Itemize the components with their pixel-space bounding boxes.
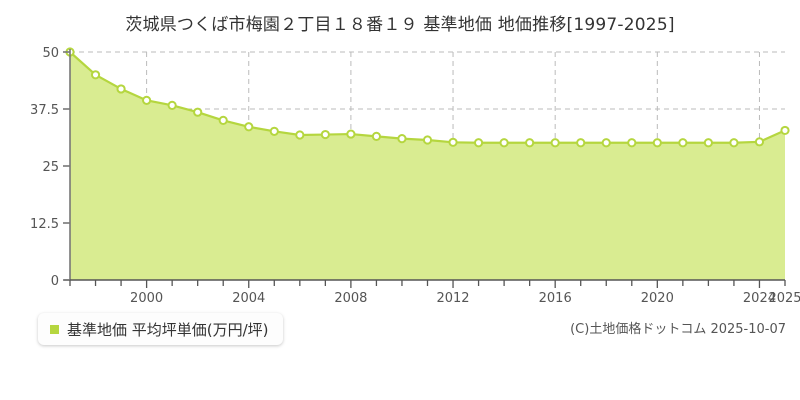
legend-label: 基準地価 平均坪単価(万円/坪) <box>67 320 269 339</box>
series-data-point <box>652 138 662 148</box>
y-axis-tick-label: 0 <box>51 274 59 289</box>
series-data-point <box>167 100 177 110</box>
series-data-point <box>678 138 688 148</box>
y-axis-tick-label: 12.5 <box>30 217 59 232</box>
series-data-point <box>627 138 637 148</box>
x-axis-tick-label: 2000 <box>130 291 163 306</box>
x-axis-tick-label: 2012 <box>436 291 469 306</box>
copyright-credit: (C)土地価格ドットコム 2025-10-07 <box>570 322 786 337</box>
series-data-point <box>371 131 382 141</box>
chart-legend: 基準地価 平均坪単価(万円/坪) <box>38 313 283 345</box>
series-data-point <box>576 138 586 148</box>
series-data-point <box>780 125 790 136</box>
y-axis-tick-label: 37.5 <box>30 103 59 118</box>
series-data-point <box>499 138 509 148</box>
series-data-point <box>295 130 305 140</box>
y-axis-tick-label: 25 <box>42 160 59 175</box>
series-area-fill <box>70 52 785 280</box>
series-data-point <box>754 137 765 147</box>
series-data-point <box>525 138 535 148</box>
x-axis-tick-label: 2008 <box>334 291 367 306</box>
series-data-point <box>218 115 228 126</box>
series-data-point <box>473 138 484 148</box>
series-data-point <box>90 70 101 80</box>
legend-swatch-icon <box>50 324 59 334</box>
page-title: 茨城県つくば市梅園２丁目１８番１９ 基準地価 地価推移[1997-2025] <box>125 15 675 35</box>
series-data-point <box>448 137 458 147</box>
series-data-point <box>397 134 407 144</box>
series-data-point <box>244 122 254 132</box>
series-data-point <box>550 138 560 148</box>
x-axis-tick-label: 2024 <box>743 291 776 306</box>
x-axis-tick-label: 2016 <box>539 291 572 306</box>
series-data-point <box>193 107 203 117</box>
x-axis-tick-label: 2025 <box>768 291 800 306</box>
series-data-point <box>422 135 433 145</box>
series-data-point <box>116 84 126 94</box>
x-axis-tick-label: 2020 <box>641 291 674 306</box>
series-data-point <box>320 129 330 140</box>
series-data-point <box>703 138 713 148</box>
series-data-point <box>269 126 279 136</box>
series-data-point <box>601 138 611 148</box>
x-axis-tick-label: 2004 <box>232 291 265 306</box>
y-axis-tick-label: 50 <box>42 46 59 61</box>
series-data-point <box>729 138 739 148</box>
series-data-point <box>142 95 152 105</box>
series-data-point <box>346 129 356 139</box>
